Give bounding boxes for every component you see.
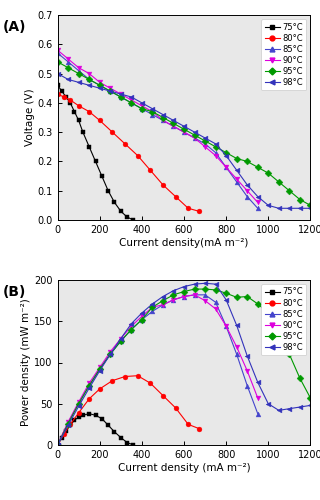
Legend: 75°C, 80°C, 85°C, 90°C, 95°C, 98°C: 75°C, 80°C, 85°C, 90°C, 95°C, 98°C — [261, 19, 306, 90]
Y-axis label: Power density (mW m⁻²): Power density (mW m⁻²) — [21, 298, 31, 426]
Legend: 75°C, 80°C, 85°C, 90°C, 95°C, 98°C: 75°C, 80°C, 85°C, 90°C, 95°C, 98°C — [261, 284, 306, 355]
X-axis label: Current density(mA m⁻²): Current density(mA m⁻²) — [119, 238, 249, 248]
Text: (A): (A) — [3, 20, 27, 34]
Y-axis label: Voltage (V): Voltage (V) — [25, 88, 35, 146]
X-axis label: Current density (mA m⁻²): Current density (mA m⁻²) — [118, 462, 250, 472]
Text: (B): (B) — [3, 285, 27, 299]
